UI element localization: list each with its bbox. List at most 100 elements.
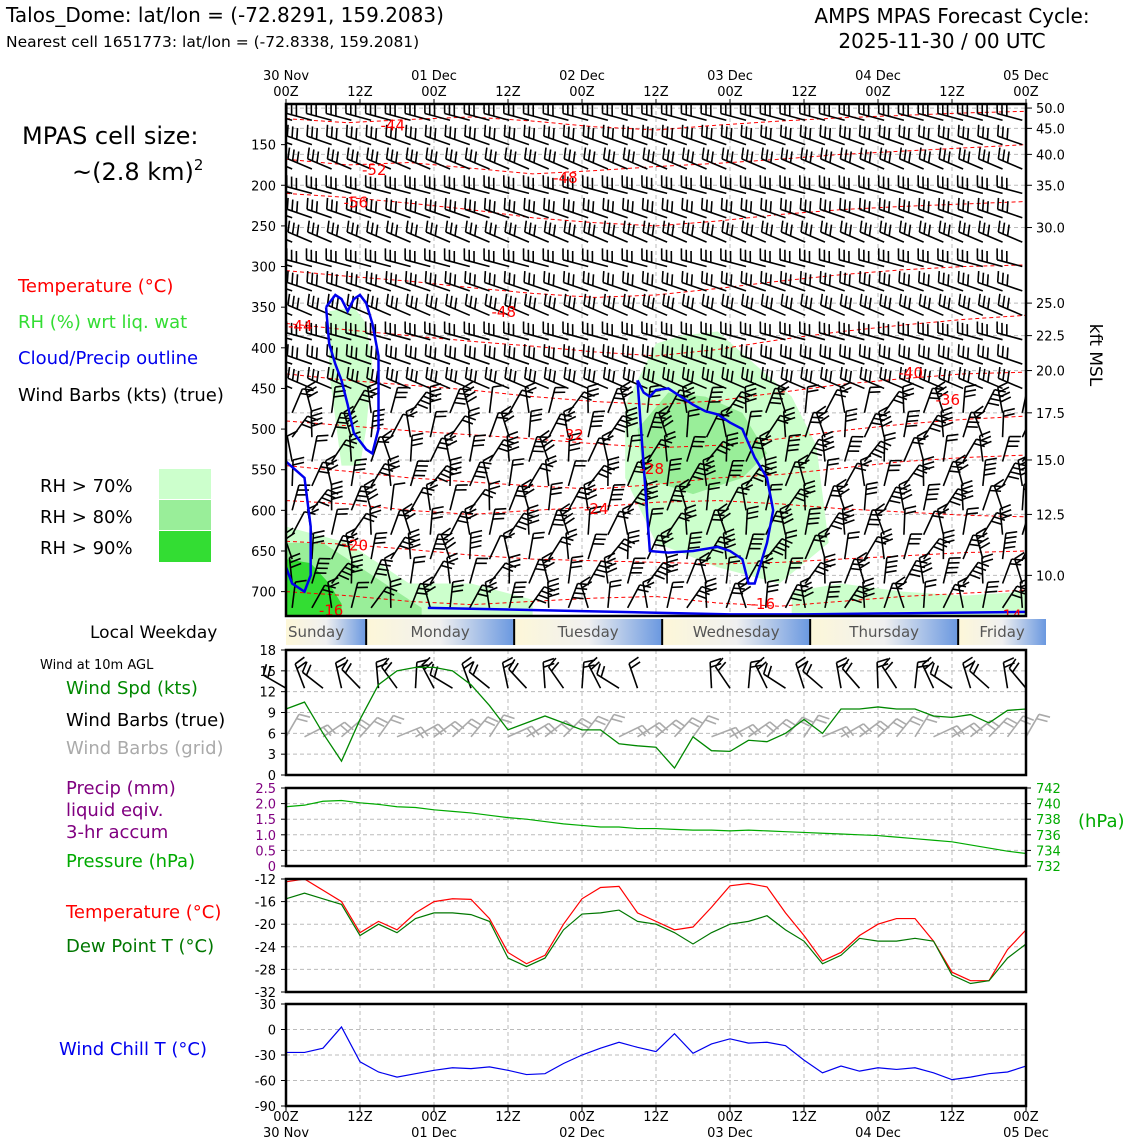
upper-wind-barb-feather bbox=[332, 126, 333, 137]
upper-wind-barb-feather bbox=[673, 582, 684, 583]
upper-wind-barb-feather bbox=[371, 273, 372, 284]
upper-wind-barb-feather bbox=[597, 443, 608, 445]
upper-wind-barb-feather bbox=[682, 271, 683, 282]
upper-wind-barb-feather bbox=[466, 221, 468, 232]
upper-wind-barb-feather bbox=[930, 428, 941, 431]
upper-wind-barb bbox=[880, 159, 904, 169]
upper-wind-barb bbox=[470, 436, 475, 462]
upper-wind-barb-feather bbox=[904, 223, 906, 234]
upper-wind-barb-feather bbox=[633, 371, 635, 382]
upper-wind-barb bbox=[741, 282, 766, 290]
upper-wind-barb-feather bbox=[409, 534, 420, 538]
upper-wind-barb-feather bbox=[919, 148, 921, 159]
upper-wind-barb-feather bbox=[613, 128, 614, 139]
upper-wind-barb-feather bbox=[514, 128, 515, 139]
upper-wind-barb-feather bbox=[662, 198, 663, 209]
upper-wind-barb-feather bbox=[554, 298, 556, 309]
upper-wind-barb-feather bbox=[420, 400, 431, 404]
upper-wind-barb-feather bbox=[962, 486, 973, 490]
upper-wind-barb bbox=[371, 411, 374, 437]
upper-wind-barb bbox=[465, 356, 490, 364]
upper-wind-barb bbox=[450, 460, 451, 486]
upper-wind-barb-feather bbox=[316, 440, 327, 441]
upper-wind-barb-feather bbox=[1001, 397, 1011, 402]
upper-wind-barb-feather bbox=[939, 344, 940, 355]
upper-wind-barb-feather bbox=[573, 201, 574, 212]
upper-wind-barb-feather bbox=[489, 200, 490, 211]
upper-wind-barb bbox=[564, 305, 588, 315]
upper-wind-barb bbox=[411, 488, 424, 511]
upper-wind-barb-feather bbox=[672, 201, 673, 212]
upper-wind-barb-feather bbox=[277, 347, 278, 358]
upper-wind-barb-feather bbox=[544, 125, 545, 136]
upper-wind-barb-feather bbox=[889, 501, 900, 503]
upper-wind-barb-feather bbox=[885, 438, 896, 441]
upper-wind-barb-feather bbox=[608, 126, 609, 137]
upper-wind-barb-feather bbox=[302, 424, 313, 428]
upper-wind-barb-feather bbox=[465, 271, 466, 282]
upper-wind-barb bbox=[470, 489, 486, 510]
upper-wind-barb-feather bbox=[766, 223, 768, 234]
upper-wind-barb bbox=[742, 232, 766, 242]
upper-wind-barb-feather bbox=[963, 273, 964, 284]
upper-wind-barb bbox=[608, 511, 620, 534]
upper-wind-barb-feather bbox=[277, 298, 279, 309]
upper-wind-barb bbox=[840, 209, 865, 217]
upper-wind-barb-feather bbox=[879, 125, 880, 136]
upper-wind-barb-feather bbox=[569, 296, 571, 307]
upper-wind-barb bbox=[978, 136, 1003, 144]
upper-wind-barb-feather bbox=[525, 148, 527, 159]
upper-wind-barb-feather bbox=[996, 484, 1005, 490]
upper-wind-barb-feather bbox=[571, 561, 582, 563]
upper-wind-barb bbox=[958, 356, 983, 364]
upper-wind-barb bbox=[884, 461, 890, 486]
upper-wind-barb-feather bbox=[553, 128, 554, 139]
upper-wind-barb-feather bbox=[387, 367, 389, 378]
true-wind-barb bbox=[295, 664, 304, 688]
upper-wind-barb bbox=[425, 136, 450, 144]
upper-wind-barb-feather bbox=[1000, 392, 1010, 397]
upper-wind-barb-feather bbox=[632, 128, 633, 139]
upper-wind-barb-feather bbox=[524, 344, 525, 355]
upper-wind-barb-feather bbox=[860, 198, 861, 209]
upper-wind-barb-feather bbox=[988, 371, 990, 382]
upper-wind-barb-feather bbox=[327, 148, 329, 159]
upper-wind-barb-feather bbox=[549, 369, 551, 380]
grid-wind-barb-feather bbox=[1039, 714, 1050, 717]
upper-wind-barb bbox=[663, 305, 687, 315]
upper-wind-barb-feather bbox=[767, 590, 778, 592]
upper-wind-barb bbox=[643, 305, 667, 315]
upper-wind-barb bbox=[983, 486, 991, 511]
panel-tick-label: -28 bbox=[255, 963, 276, 978]
upper-wind-barb-feather bbox=[312, 346, 313, 357]
upper-wind-barb bbox=[722, 159, 746, 169]
grid-wind-barb-feather bbox=[783, 723, 793, 729]
upper-wind-barb bbox=[268, 209, 293, 217]
grid-wind-barb-feather bbox=[819, 715, 830, 719]
upper-wind-barb-feather bbox=[505, 367, 507, 378]
upper-wind-barb bbox=[702, 305, 726, 315]
upper-wind-barb-feather bbox=[939, 125, 940, 136]
upper-wind-barb-feather bbox=[810, 225, 812, 236]
upper-wind-barb bbox=[820, 282, 845, 290]
upper-wind-barb-feather bbox=[800, 271, 801, 282]
upper-wind-barb-feather bbox=[825, 346, 826, 357]
upper-wind-barb bbox=[332, 509, 338, 534]
upper-wind-barb-feather bbox=[356, 347, 357, 358]
true-wind-barb-feather bbox=[512, 663, 518, 673]
upper-wind-barb bbox=[900, 159, 924, 169]
upper-wind-barb-feather bbox=[372, 150, 374, 161]
upper-wind-barb bbox=[979, 305, 1003, 315]
upper-wind-barb-feather bbox=[347, 221, 349, 232]
upper-wind-barb bbox=[387, 232, 411, 242]
upper-wind-barb bbox=[450, 389, 460, 413]
upper-wind-barb-feather bbox=[928, 128, 929, 139]
pressure-tick-label: 150 bbox=[251, 139, 276, 154]
upper-wind-barb-feather bbox=[647, 346, 648, 357]
upper-wind-barb bbox=[923, 460, 924, 486]
upper-wind-barb bbox=[667, 582, 673, 607]
upper-wind-barb-feather bbox=[893, 400, 904, 404]
upper-wind-barb-feather bbox=[432, 517, 443, 519]
upper-wind-barb-feather bbox=[751, 298, 753, 309]
upper-wind-barb-feather bbox=[692, 151, 694, 162]
